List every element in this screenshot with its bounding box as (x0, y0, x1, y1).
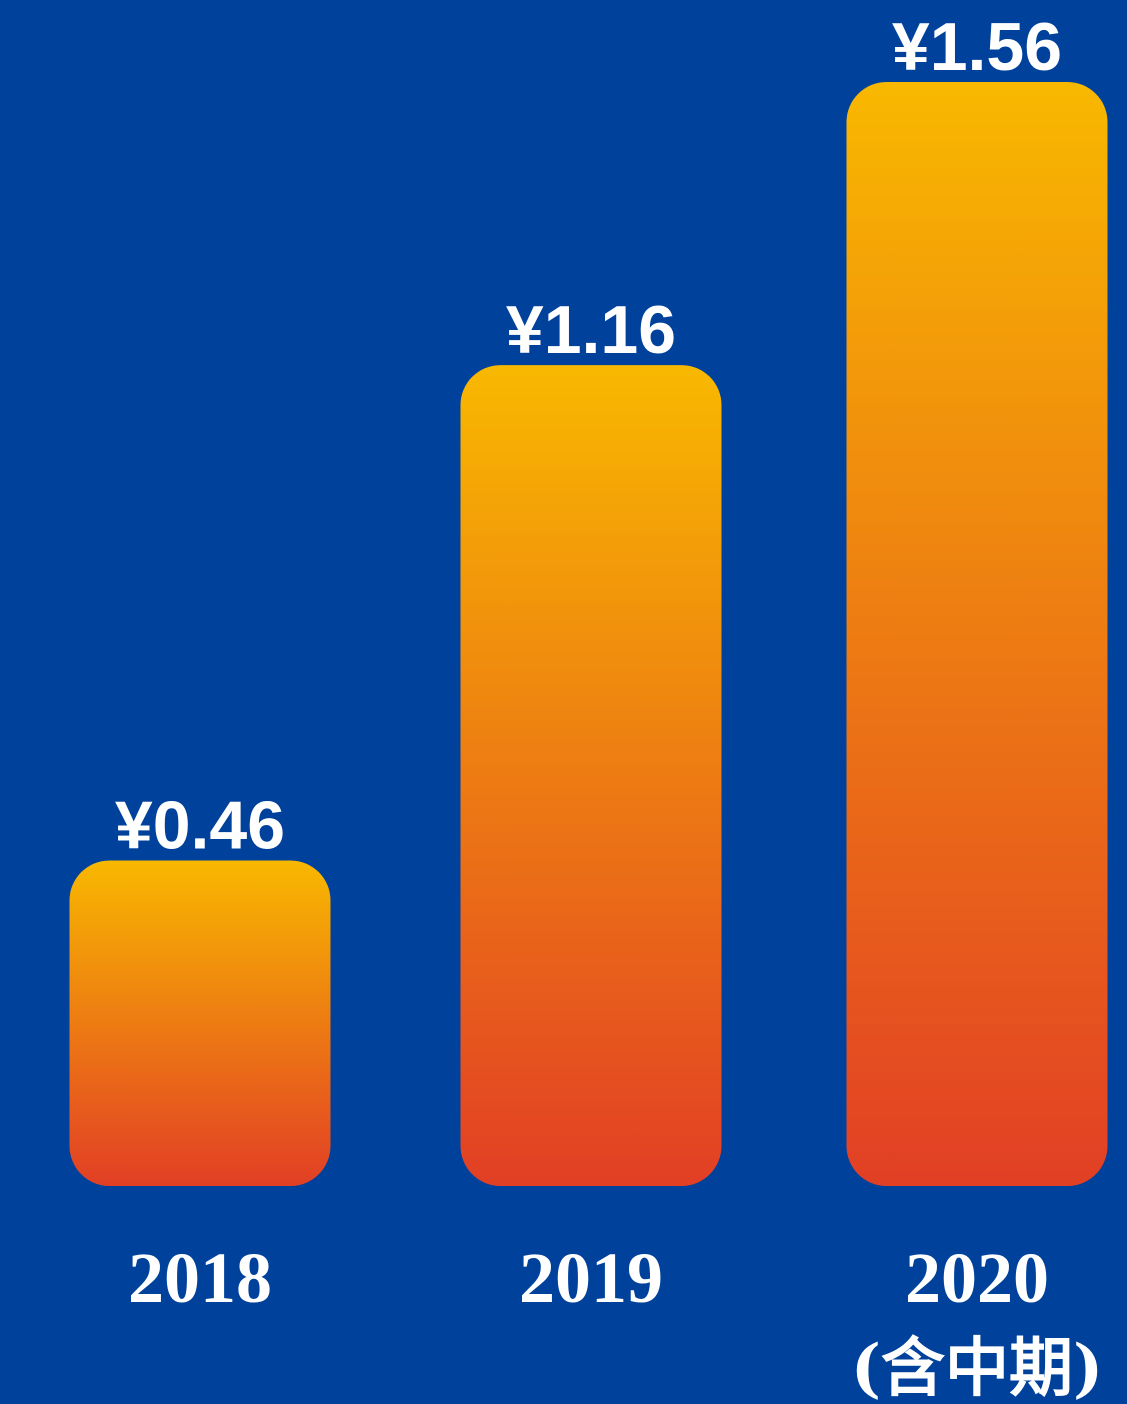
value-label-2018: ¥0.46 (115, 787, 285, 863)
labels-layer: ¥0.46 2018 ¥1.16 2019 ¥1.56 2020 (含中期) (115, 9, 1103, 1404)
bar-2018 (69, 860, 331, 1186)
bars-layer (69, 82, 1108, 1187)
category-label-2019: 2019 (519, 1238, 663, 1318)
category-label-2018: 2018 (128, 1238, 272, 1318)
value-label-2019: ¥1.16 (506, 292, 676, 368)
bar-2019 (460, 365, 722, 1187)
category-label-2020: 2020 (905, 1238, 1049, 1318)
bar-2020 (846, 82, 1108, 1186)
category-sublabel-2020: (含中期) (851, 1331, 1104, 1404)
value-label-2020: ¥1.56 (892, 9, 1062, 85)
